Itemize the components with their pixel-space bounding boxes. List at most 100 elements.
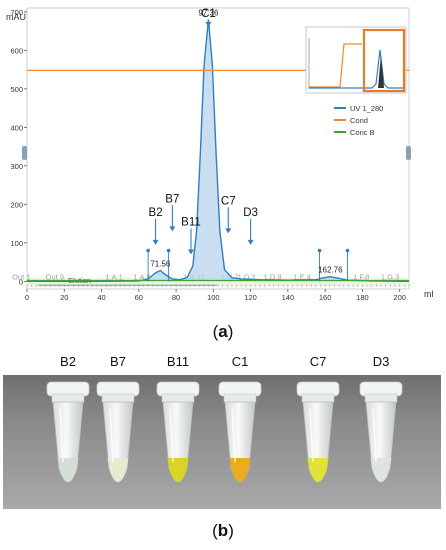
fraction-arrow-head — [225, 228, 232, 234]
y-tick-label: 400 — [10, 123, 23, 132]
tube-label-c7: C7 — [310, 354, 327, 369]
legend-entry: UV 1_280 — [350, 104, 383, 113]
legend-entry: Cond — [350, 116, 368, 125]
tube-label-c1: C1 — [232, 354, 249, 369]
fraction-arrow-head — [205, 22, 212, 27]
tube-rim — [101, 393, 135, 403]
x-tick-label: 200 — [393, 293, 406, 302]
fraction-label-b11: B11 — [181, 216, 201, 228]
thumbnail-frame — [305, 26, 407, 94]
x-tick-label: 0 — [25, 293, 29, 302]
panel-b-caption: (b) — [212, 521, 234, 540]
tube-liquid — [167, 458, 189, 482]
overview-thumbnail[interactable] — [305, 26, 407, 94]
y-tick-label: 200 — [10, 200, 23, 209]
tube-highlight — [372, 407, 377, 463]
peak-label: 71.56 — [150, 260, 171, 269]
tube-rim — [223, 393, 257, 403]
fraction-arrow-head — [169, 226, 176, 232]
y-tick-label: 100 — [10, 239, 23, 248]
thumbnail-uv-line — [309, 49, 404, 89]
y-tick-label: 0 — [19, 277, 23, 286]
peak-label: 97.36 — [198, 9, 219, 18]
fraction-mark-dot — [146, 248, 150, 253]
x-tick-label: 80 — [172, 293, 180, 302]
tube-label-b2: B2 — [60, 354, 76, 369]
tube-highlight — [309, 407, 314, 463]
tube-highlight — [169, 407, 174, 463]
thumbnail-peak — [378, 55, 384, 88]
fraction-track-label: 1.A.1 — [105, 273, 123, 282]
y-tick-label: 300 — [10, 162, 23, 171]
tube-label-b11: B11 — [167, 354, 189, 369]
tube-b11: B11 — [156, 354, 200, 483]
uv-peak-area — [27, 19, 409, 282]
tube-row: B2 B7 B11 C1 C7 D3 — [46, 354, 403, 483]
tube-d3: D3 — [359, 354, 403, 483]
fraction-mark-dot — [317, 248, 322, 253]
fraction-arrow-head — [187, 249, 194, 255]
fraction-mark-dot — [345, 248, 350, 253]
y-axis-label: mAU — [6, 12, 26, 22]
fraction-track-label: 1.D.2 — [238, 273, 256, 282]
legend-entry: Conc B — [350, 128, 375, 137]
tube-liquid — [107, 458, 129, 482]
tube-highlight — [109, 407, 114, 463]
thumbnail-cond-line — [309, 43, 362, 88]
x-tick-label: 20 — [60, 293, 68, 302]
x-tick-label: 140 — [282, 293, 295, 302]
fraction-track-label: 1.A.8 — [133, 273, 151, 282]
fraction-track — [27, 278, 409, 287]
tube-c1: C1 — [218, 354, 262, 483]
tube-photo-panel: B2 B7 B11 C1 C7 D3 — [3, 354, 441, 509]
tube-rim — [364, 393, 398, 403]
tube-b2: B2 — [46, 354, 90, 483]
x-tick-label: 120 — [244, 293, 257, 302]
x-axis-label: ml — [424, 289, 434, 299]
series-line-uv-1-280 — [27, 19, 410, 283]
x-tick-label: 100 — [207, 293, 220, 302]
fraction-track-label: 1.E.4 — [293, 273, 311, 282]
tube-liquid — [307, 458, 329, 482]
tube-liquid — [370, 458, 392, 482]
y-tick-label: 500 — [10, 85, 23, 94]
tube-rim — [301, 393, 335, 403]
thumbnail-zoom-window[interactable] — [362, 28, 406, 93]
peak-label: 162.76 — [318, 266, 343, 275]
fraction-track-label: Out 9 — [46, 273, 64, 282]
tube-label-d3: D3 — [373, 354, 390, 369]
fraction-track-label: Out 1 — [12, 273, 30, 282]
tube-highlight — [59, 407, 64, 463]
fraction-track-label: 1.F.8 — [353, 273, 369, 282]
legend: UV 1_280 Cond Conc B — [334, 104, 383, 137]
fraction-mark-dot — [166, 248, 171, 253]
tube-c7: C7 — [296, 354, 340, 483]
fraction-arrow-head — [152, 239, 159, 245]
fraction-label-c7: C7 — [221, 195, 236, 207]
left-scroll-handle[interactable] — [22, 146, 27, 160]
y-tick-label: 600 — [10, 46, 23, 55]
tube-label-b7: B7 — [110, 354, 126, 369]
tube-rim — [161, 393, 195, 403]
x-tick-label: 160 — [319, 293, 332, 302]
fraction-arrow-head — [247, 239, 254, 245]
x-tick-label: 180 — [356, 293, 369, 302]
tube-liquid — [229, 458, 251, 482]
tube-b7: B7 — [96, 354, 140, 483]
fraction-track-label: 1.G.3 — [381, 273, 399, 282]
fraction-label-b2: B2 — [149, 207, 163, 219]
tube-liquid — [57, 458, 79, 482]
right-scroll-handle[interactable] — [406, 146, 411, 160]
panel-a-caption: (a) — [212, 322, 234, 341]
x-tick-label: 60 — [135, 293, 143, 302]
fraction-label-d3: D3 — [243, 207, 258, 219]
fraction-label-b7: B7 — [165, 193, 179, 205]
tube-rim — [51, 393, 85, 403]
y-tick-label: 700 — [10, 8, 23, 17]
fraction-label-c1: C1 — [201, 8, 216, 20]
fraction-track-label: 1.D.9 — [264, 273, 282, 282]
x-tick-label: 40 — [97, 293, 105, 302]
